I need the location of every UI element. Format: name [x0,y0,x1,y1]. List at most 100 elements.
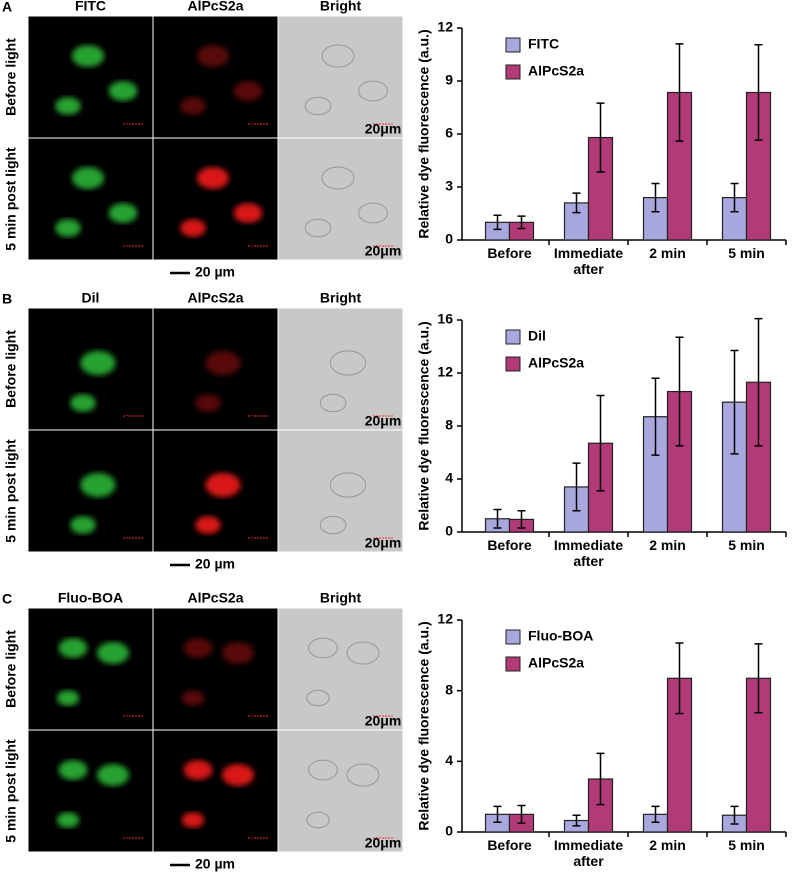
cell [80,350,116,376]
cell [346,763,380,787]
image-column-label: Bright [320,590,362,606]
legend-swatch [505,37,521,53]
image-scale-label: 20μm [365,121,402,137]
error-bar [596,102,605,173]
y-tick-label: 4 [445,752,453,768]
x-tick-label-box: 2 min [649,837,686,853]
y-tick-label: 9 [445,72,453,88]
image-scale-label: 20μm [365,835,402,851]
cell [58,760,88,780]
legend-swatch [505,329,521,345]
cell [55,97,81,115]
error-bar [675,336,684,447]
cell [181,690,205,706]
cell [197,45,229,67]
image-scale-label: 20μm [115,835,152,851]
x-tick-label: Immediate after [553,837,624,869]
image-scale-label: 20μm [115,713,152,729]
error-bar [517,215,526,230]
x-tick-label-box: 5 min [728,537,765,553]
image-row-label: 5 min post light [3,147,19,251]
x-tick-label-box: Before [487,537,531,553]
image-row-label: Before light [3,38,19,116]
image-scale-label: 20μm [115,243,152,259]
y-tick-label: 12 [437,19,453,35]
cell [358,80,388,102]
image-scale-label: 20μm [115,413,152,429]
y-tick-label: 6 [445,125,453,141]
image-scale-label: 20μm [115,535,152,551]
micrograph [152,607,279,731]
micrograph [277,137,404,261]
x-tick-label-box: Immediate after [554,245,623,277]
error-bar [517,804,526,824]
cell [205,472,241,498]
scale-bar-label: 20 µm [195,264,235,280]
cell [195,516,221,534]
error-bar [493,508,502,529]
image-scale-label: 20μm [240,713,277,729]
image-column-label: FITC [75,0,106,14]
y-tick-label: 3 [445,178,453,194]
cell [306,689,330,707]
image-row-label: 5 min post light [3,739,19,843]
cell [80,472,116,498]
cell [70,394,96,412]
cell [70,516,96,534]
image-scale-label: 20μm [240,243,277,259]
x-tick-label: 5 min [728,837,765,853]
x-tick-label-box: 5 min [728,245,765,261]
cell [222,642,254,664]
error-bar [730,349,739,455]
cell [319,393,347,413]
legend-label: AlPcS2a [528,63,584,79]
cell [97,642,129,664]
error-bar [572,814,581,827]
x-tick-label: Immediate after [553,537,624,569]
scale-bar-label: 20 µm [195,556,235,572]
legend-label: FITC [528,36,559,52]
y-tick-label: 16 [437,311,453,327]
error-bar [596,752,605,806]
error-bar [572,192,581,214]
cell [306,811,330,829]
y-tick-label: 12 [437,364,453,380]
cell [346,641,380,665]
x-tick-label: 5 min [728,537,765,553]
image-scale-label: 20μm [365,413,402,429]
legend-swatch [505,656,521,672]
cell [308,759,338,781]
cell [329,472,367,498]
image-scale-label: 20μm [240,121,277,137]
error-bar [596,394,605,492]
cell [56,690,80,706]
cell [181,812,205,828]
x-tick-label-box: Immediate after [553,837,624,869]
image-scale-label: 20μm [365,535,402,551]
cell [197,167,229,189]
panel-label: A [2,0,12,15]
legend-label: AlPcS2a [528,655,584,671]
micrograph [27,607,154,731]
cell [180,219,206,237]
image-column-label: Bright [320,0,362,14]
image-column-label: AlPcS2a [187,0,243,14]
x-tick-label: 2 min [649,537,686,553]
cell [58,638,88,658]
cell [195,394,221,412]
micrograph [152,15,279,139]
micrograph [27,15,154,139]
y-tick-label: 8 [445,681,453,697]
cell [183,638,213,658]
micrograph [277,15,404,139]
error-bar [493,805,502,824]
x-tick-label-box: Before [487,245,531,261]
error-bar [675,642,684,715]
image-column-label: Bright [320,290,362,306]
x-tick-label-box: Immediate after [553,537,624,569]
legend-swatch [505,64,521,80]
error-bar [730,805,739,825]
error-bar [675,43,684,142]
cell [308,637,338,659]
